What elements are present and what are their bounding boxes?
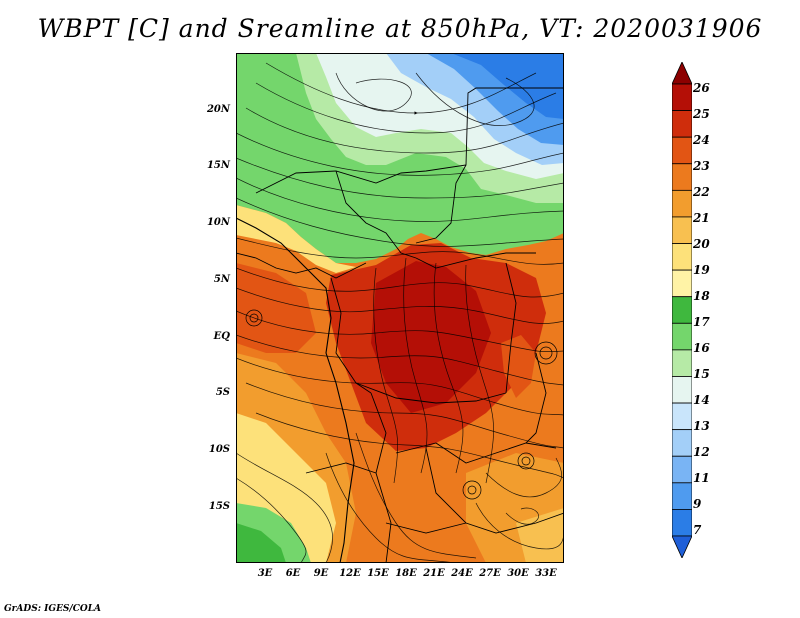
colorbar-segment — [672, 402, 692, 431]
lon-label-6e: 6E — [285, 568, 301, 579]
colorbar-segment — [672, 110, 692, 138]
colorbar-label-20: 20 — [693, 237, 710, 251]
field-lake-spot — [501, 335, 536, 398]
colorbar-label-22: 22 — [693, 185, 710, 199]
streamlines — [236, 62, 564, 563]
colorbar-top-arrow — [672, 62, 692, 85]
credit-text: GrADS: IGES/COLA — [4, 604, 102, 614]
colorbar-segment — [672, 216, 692, 244]
colorbar-label-19: 19 — [693, 263, 710, 277]
lon-label-24e: 24E — [451, 568, 473, 579]
field-west-warm — [236, 263, 316, 353]
country-borders — [236, 87, 564, 563]
map-frame — [236, 53, 564, 563]
colorbar-label-14: 14 — [693, 393, 710, 407]
colorbar-segment — [672, 296, 692, 324]
lon-label-27e: 27E — [479, 568, 501, 579]
field-warm-inner — [371, 261, 491, 413]
lat-label-10s: 10S — [208, 444, 230, 455]
map-plot — [236, 53, 564, 563]
colorbar-label-12: 12 — [693, 445, 710, 459]
lat-label-eq: EQ — [213, 331, 230, 342]
colorbar-label-16: 16 — [693, 341, 710, 355]
colorbar-segment — [672, 482, 692, 510]
lon-label-12e: 12E — [339, 568, 361, 579]
colorbar-segment — [672, 189, 692, 218]
colorbar-segment — [672, 455, 692, 484]
lon-label-9e: 9E — [313, 568, 329, 579]
colorbar-label-26: 26 — [693, 81, 710, 95]
coastline — [236, 217, 355, 563]
vortices — [245, 309, 558, 500]
colorbar-label-23: 23 — [693, 159, 710, 173]
lat-label-5n: 5N — [213, 274, 230, 285]
colorbar-segment — [672, 163, 692, 191]
field-deep-blue — [451, 53, 564, 119]
lat-label-5s: 5S — [215, 387, 230, 398]
colorbar-label-15: 15 — [693, 367, 710, 381]
colorbar-segment — [672, 322, 692, 351]
chart-title: WBPT [C] and Sreamline at 850hPa, VT: 20… — [37, 14, 763, 43]
lon-label-18e: 18E — [395, 568, 417, 579]
lat-label-15n: 15N — [206, 160, 230, 171]
colorbar-label-24: 24 — [693, 133, 710, 147]
lon-label-15e: 15E — [367, 568, 389, 579]
lat-label-10n: 10N — [206, 217, 230, 228]
colorbar-label-7: 7 — [693, 523, 702, 537]
colorbar-segment — [672, 136, 692, 165]
colorbar-segment — [672, 509, 692, 537]
colorbar-segment — [672, 269, 692, 298]
lon-label-30e: 30E — [507, 568, 529, 579]
colorbar-bottom-arrow — [672, 535, 692, 558]
colorbar-label-17: 17 — [693, 315, 710, 329]
colorbar-label-21: 21 — [693, 211, 710, 225]
lon-label-33e: 33E — [535, 568, 557, 579]
colorbar-label-9: 9 — [693, 497, 702, 511]
lon-label-3e: 3E — [257, 568, 273, 579]
colorbar — [672, 62, 692, 558]
field-sw-green-dark — [236, 523, 286, 563]
colorbar-segment — [672, 243, 692, 271]
colorbar-label-11: 11 — [693, 471, 710, 485]
colorbar-label-25: 25 — [693, 107, 710, 121]
colorbar-segment — [672, 83, 692, 111]
lat-label-20n: 20N — [206, 104, 230, 115]
field-se-yellow — [516, 508, 564, 563]
colorbar-label-13: 13 — [693, 419, 710, 433]
colorbar-segment — [672, 429, 692, 457]
colorbar-segment — [672, 349, 692, 377]
colorbar-label-18: 18 — [693, 289, 710, 303]
lat-label-15s: 15S — [208, 501, 230, 512]
colorbar-segment — [672, 376, 692, 404]
lon-label-21e: 21E — [423, 568, 445, 579]
